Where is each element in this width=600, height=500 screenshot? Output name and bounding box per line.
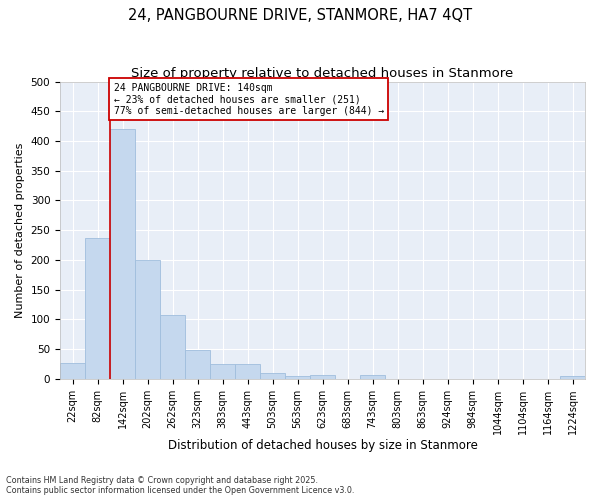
Bar [310, 374, 335, 378]
Bar [160, 315, 185, 378]
Bar [60, 362, 85, 378]
Bar [285, 376, 310, 378]
Text: 24 PANGBOURNE DRIVE: 140sqm
← 23% of detached houses are smaller (251)
77% of se: 24 PANGBOURNE DRIVE: 140sqm ← 23% of det… [114, 83, 384, 116]
Bar [85, 238, 110, 378]
Bar [235, 364, 260, 378]
Text: 24, PANGBOURNE DRIVE, STANMORE, HA7 4QT: 24, PANGBOURNE DRIVE, STANMORE, HA7 4QT [128, 8, 472, 22]
Text: Contains HM Land Registry data © Crown copyright and database right 2025.
Contai: Contains HM Land Registry data © Crown c… [6, 476, 355, 495]
Bar [360, 374, 385, 378]
Y-axis label: Number of detached properties: Number of detached properties [15, 142, 25, 318]
Bar [260, 373, 285, 378]
X-axis label: Distribution of detached houses by size in Stanmore: Distribution of detached houses by size … [167, 440, 478, 452]
Title: Size of property relative to detached houses in Stanmore: Size of property relative to detached ho… [131, 68, 514, 80]
Bar [210, 364, 235, 378]
Bar [135, 260, 160, 378]
Bar [110, 129, 135, 378]
Bar [185, 350, 210, 378]
Bar [560, 376, 585, 378]
